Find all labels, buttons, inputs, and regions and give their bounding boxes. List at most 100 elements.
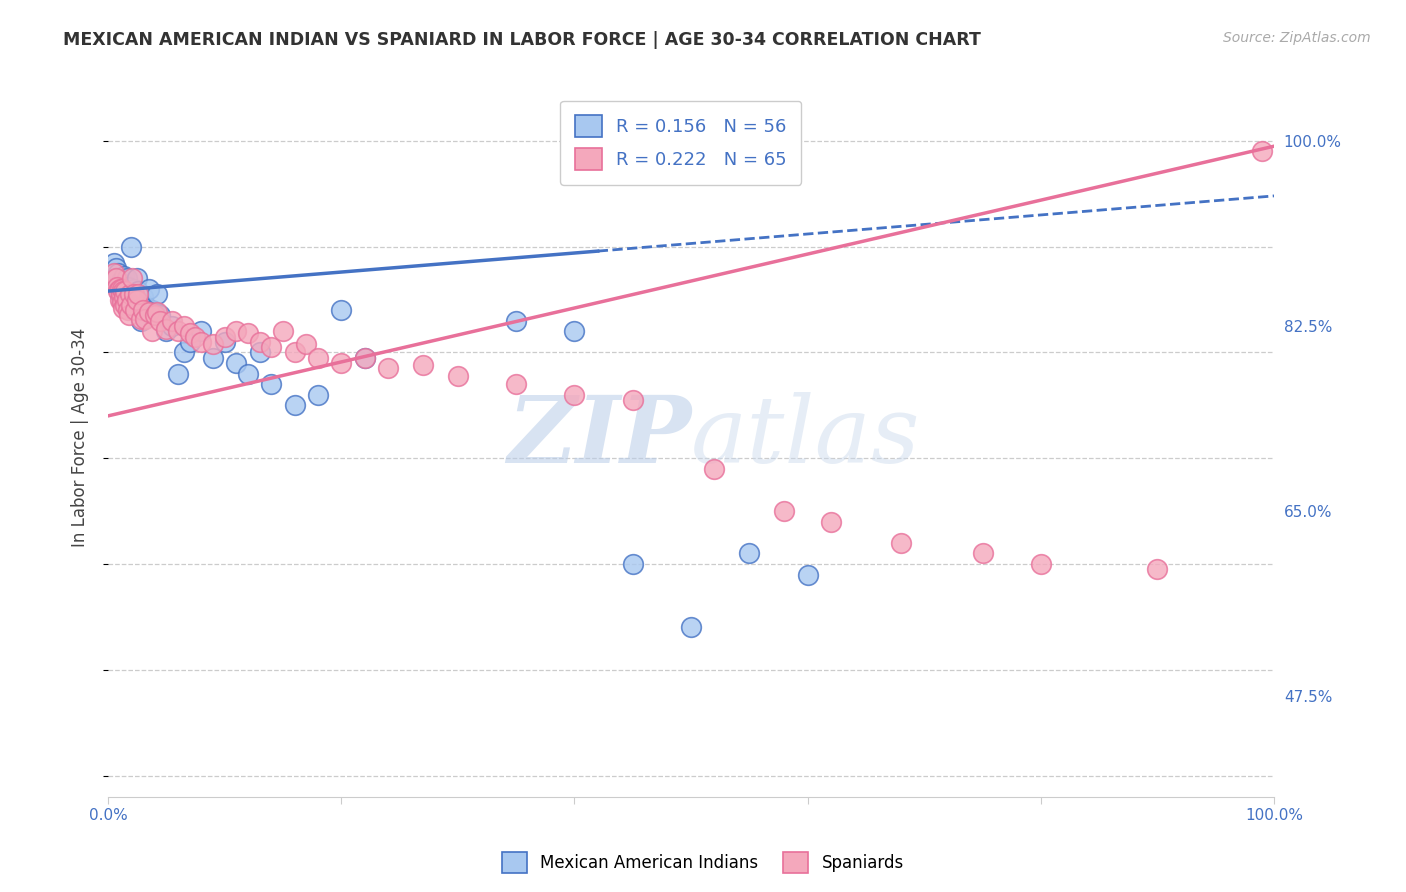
Point — [115, 293, 138, 307]
Point — [1146, 562, 1168, 576]
Point — [773, 504, 796, 518]
Point — [132, 290, 155, 304]
Point — [260, 340, 283, 354]
Point — [124, 303, 146, 318]
Point — [890, 536, 912, 550]
Point — [110, 287, 132, 301]
Point — [114, 284, 136, 298]
Point — [110, 273, 132, 287]
Point — [117, 303, 139, 318]
Y-axis label: In Labor Force | Age 30-34: In Labor Force | Age 30-34 — [72, 327, 89, 547]
Point — [141, 303, 163, 318]
Point — [118, 301, 141, 315]
Point — [225, 324, 247, 338]
Point — [112, 301, 135, 315]
Point — [307, 388, 329, 402]
Point — [155, 322, 177, 336]
Point — [111, 294, 134, 309]
Point — [127, 271, 149, 285]
Point — [114, 298, 136, 312]
Text: MEXICAN AMERICAN INDIAN VS SPANIARD IN LABOR FORCE | AGE 30-34 CORRELATION CHART: MEXICAN AMERICAN INDIAN VS SPANIARD IN L… — [63, 31, 981, 49]
Point — [284, 398, 307, 412]
Point — [564, 388, 586, 402]
Point — [149, 314, 172, 328]
Point — [201, 351, 224, 365]
Point — [179, 326, 201, 341]
Point — [173, 345, 195, 359]
Legend: Mexican American Indians, Spaniards: Mexican American Indians, Spaniards — [495, 846, 911, 880]
Point — [173, 318, 195, 333]
Point — [972, 546, 994, 560]
Point — [122, 282, 145, 296]
Text: ZIP: ZIP — [506, 392, 690, 482]
Point — [118, 309, 141, 323]
Point — [271, 324, 294, 338]
Point — [330, 303, 353, 318]
Point — [129, 311, 152, 326]
Point — [111, 284, 134, 298]
Point — [120, 240, 142, 254]
Point — [127, 287, 149, 301]
Point — [412, 358, 434, 372]
Point — [249, 334, 271, 349]
Point — [1251, 145, 1274, 159]
Point — [155, 324, 177, 338]
Point — [214, 334, 236, 349]
Point — [122, 287, 145, 301]
Point — [184, 329, 207, 343]
Point — [146, 305, 169, 319]
Point — [236, 326, 259, 341]
Point — [679, 620, 702, 634]
Point — [820, 515, 842, 529]
Point — [127, 293, 149, 307]
Point — [129, 314, 152, 328]
Point — [236, 367, 259, 381]
Point — [284, 345, 307, 359]
Point — [703, 462, 725, 476]
Point — [621, 392, 644, 407]
Text: atlas: atlas — [690, 392, 921, 482]
Point — [214, 329, 236, 343]
Point — [201, 337, 224, 351]
Point — [111, 293, 134, 307]
Point — [260, 377, 283, 392]
Point — [105, 260, 128, 275]
Point — [112, 289, 135, 303]
Point — [120, 298, 142, 312]
Point — [105, 280, 128, 294]
Point — [105, 271, 128, 285]
Point — [134, 298, 156, 312]
Point — [353, 351, 375, 365]
Point — [146, 287, 169, 301]
Point — [190, 324, 212, 338]
Point — [447, 368, 470, 383]
Point — [564, 324, 586, 338]
Point — [117, 280, 139, 294]
Point — [112, 282, 135, 296]
Point — [377, 361, 399, 376]
Point — [105, 271, 128, 285]
Point — [167, 367, 190, 381]
Point — [307, 351, 329, 365]
Point — [167, 324, 190, 338]
Point — [353, 351, 375, 365]
Point — [108, 287, 131, 301]
Point — [249, 345, 271, 359]
Point — [112, 269, 135, 284]
Point — [108, 282, 131, 296]
Point — [111, 282, 134, 296]
Point — [143, 305, 166, 319]
Point — [112, 284, 135, 298]
Point — [107, 266, 129, 280]
Point — [1029, 557, 1052, 571]
Point — [121, 287, 143, 301]
Point — [796, 567, 818, 582]
Text: Source: ZipAtlas.com: Source: ZipAtlas.com — [1223, 31, 1371, 45]
Point — [108, 280, 131, 294]
Point — [110, 282, 132, 296]
Point — [160, 318, 183, 333]
Point — [138, 282, 160, 296]
Point — [108, 293, 131, 307]
Point — [127, 284, 149, 298]
Point — [124, 298, 146, 312]
